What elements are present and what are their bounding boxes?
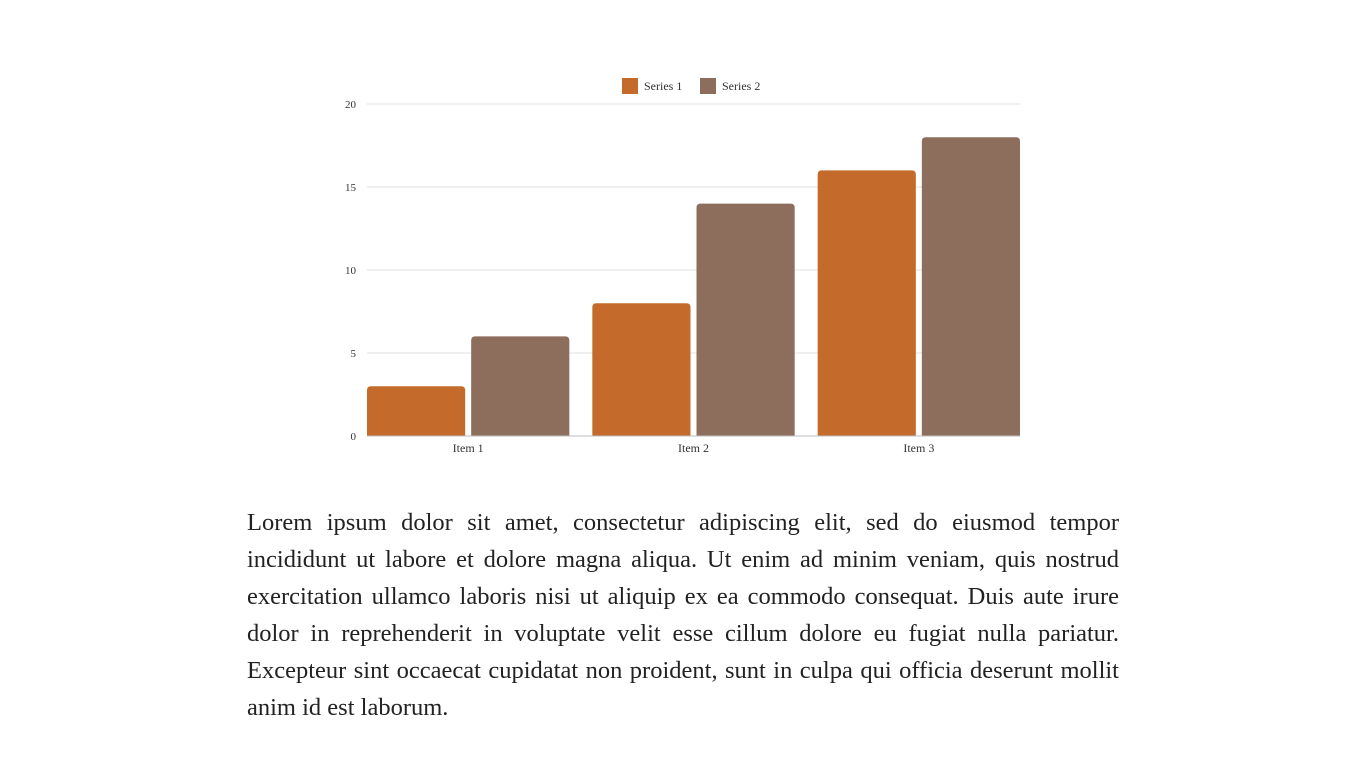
bar bbox=[696, 203, 795, 436]
legend-label: Series 2 bbox=[722, 79, 760, 93]
bar bbox=[471, 336, 570, 436]
bar bbox=[921, 137, 1020, 436]
bar bbox=[592, 303, 691, 436]
bar-chart: 0 5 10 15 20 Item 1 Item 2 Item 3 Series 1 Series… bbox=[345, 78, 1020, 455]
y-tick-label: 5 bbox=[351, 348, 357, 360]
y-tick-label: 20 bbox=[345, 99, 357, 111]
legend-swatch bbox=[700, 78, 716, 94]
y-tick-label: 15 bbox=[345, 182, 357, 194]
legend-swatch bbox=[622, 78, 638, 94]
x-tick-label: Item 1 bbox=[453, 441, 484, 455]
bar bbox=[817, 170, 916, 436]
body-paragraph: Lorem ipsum dolor sit amet, consectetur … bbox=[247, 509, 1119, 721]
y-tick-label: 10 bbox=[345, 265, 357, 277]
x-tick-label: Item 2 bbox=[678, 441, 709, 455]
bar bbox=[367, 386, 466, 436]
x-tick-label: Item 3 bbox=[903, 441, 934, 455]
legend-label: Series 1 bbox=[644, 79, 682, 93]
y-tick-label: 0 bbox=[351, 431, 357, 443]
